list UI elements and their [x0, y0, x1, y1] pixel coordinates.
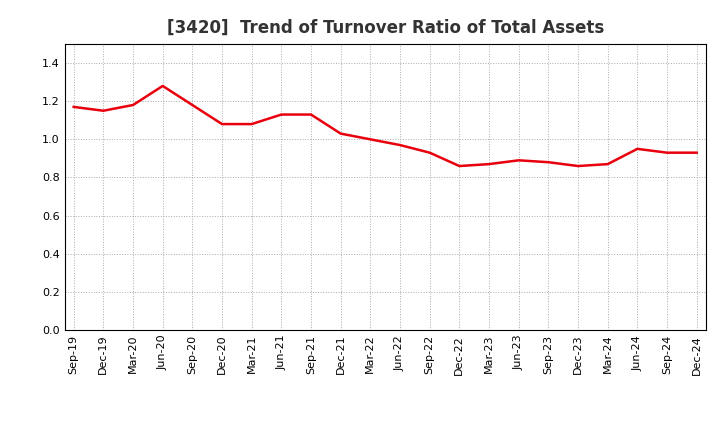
Title: [3420]  Trend of Turnover Ratio of Total Assets: [3420] Trend of Turnover Ratio of Total … — [166, 19, 604, 37]
